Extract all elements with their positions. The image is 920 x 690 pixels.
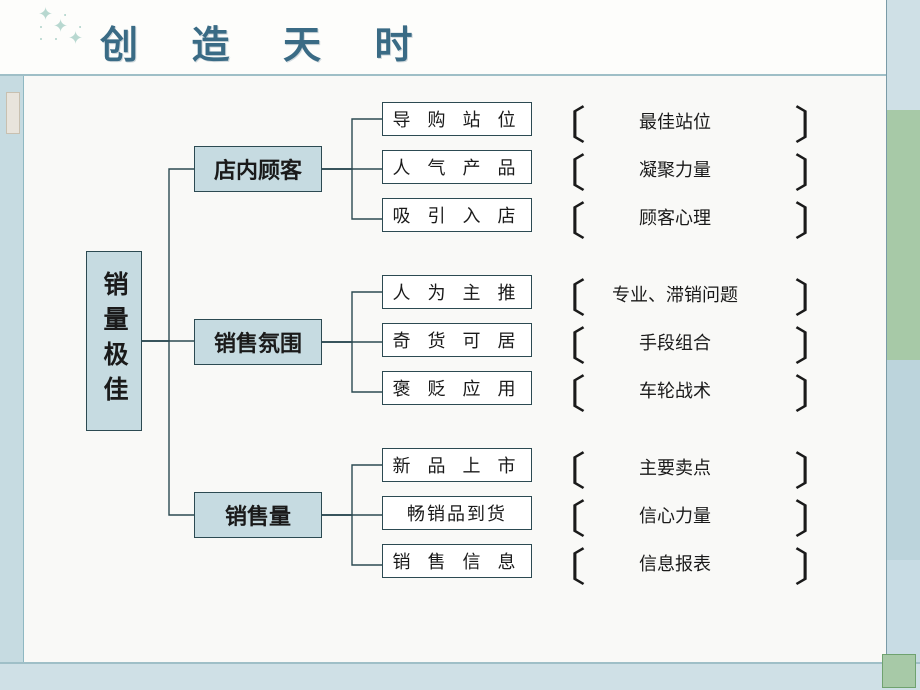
right-seg-2 xyxy=(886,360,920,560)
leaf-desc: 凝聚力量 xyxy=(590,156,760,182)
leaf-node: 导 购 站 位 xyxy=(382,102,532,136)
right-sidebar-strip xyxy=(886,0,920,690)
leaf-node: 褒 贬 应 用 xyxy=(382,371,532,405)
decorative-starburst: ✦ ·· ✦ ·· · ✦ xyxy=(38,8,85,44)
leaf-node: 销 售 信 息 xyxy=(382,544,532,578)
leaf-desc: 车轮战术 xyxy=(590,377,760,403)
title-bar: ✦ ·· ✦ ·· · ✦ 创 造 天 时 xyxy=(0,0,920,76)
level2-node: 销售量 xyxy=(194,492,322,538)
leaf-desc: 顾客心理 xyxy=(590,204,760,230)
leaf-node: 人 气 产 品 xyxy=(382,150,532,184)
bracket-open: 〔 xyxy=(542,189,586,247)
level2-node: 店内顾客 xyxy=(194,146,322,192)
leaf-node: 新 品 上 市 xyxy=(382,448,532,482)
leaf-desc: 信心力量 xyxy=(590,502,760,528)
right-seg-0 xyxy=(886,0,920,110)
leaf-desc: 信息报表 xyxy=(590,550,760,576)
page-title: 创 造 天 时 xyxy=(100,14,435,69)
bracket-open: 〔 xyxy=(542,535,586,593)
leaf-node: 吸 引 入 店 xyxy=(382,198,532,232)
leaf-node: 畅销品到货 xyxy=(382,496,532,530)
leaf-desc: 最佳站位 xyxy=(590,108,760,134)
bracket-open: 〔 xyxy=(542,362,586,420)
root-node: 销量极佳 xyxy=(86,251,142,431)
leaf-desc: 主要卖点 xyxy=(590,454,760,480)
root-label: 销量极佳 xyxy=(96,271,132,411)
footer-accent-square xyxy=(882,654,916,688)
level2-node: 销售氛围 xyxy=(194,319,322,365)
leaf-node: 奇 货 可 居 xyxy=(382,323,532,357)
leaf-node: 人 为 主 推 xyxy=(382,275,532,309)
right-seg-1 xyxy=(886,110,920,360)
diagram-canvas: 销量极佳 店内顾客导 购 站 位〔最佳站位〕人 气 产 品〔凝聚力量〕吸 引 入… xyxy=(24,76,884,662)
footer-strip xyxy=(0,662,920,690)
leaf-desc: 手段组合 xyxy=(590,329,760,355)
bracket-close: 〕 xyxy=(794,535,838,593)
bracket-close: 〕 xyxy=(794,189,838,247)
left-sidebar-strip xyxy=(0,76,24,690)
bracket-close: 〕 xyxy=(794,362,838,420)
leaf-desc: 专业、滞销问题 xyxy=(590,281,760,307)
